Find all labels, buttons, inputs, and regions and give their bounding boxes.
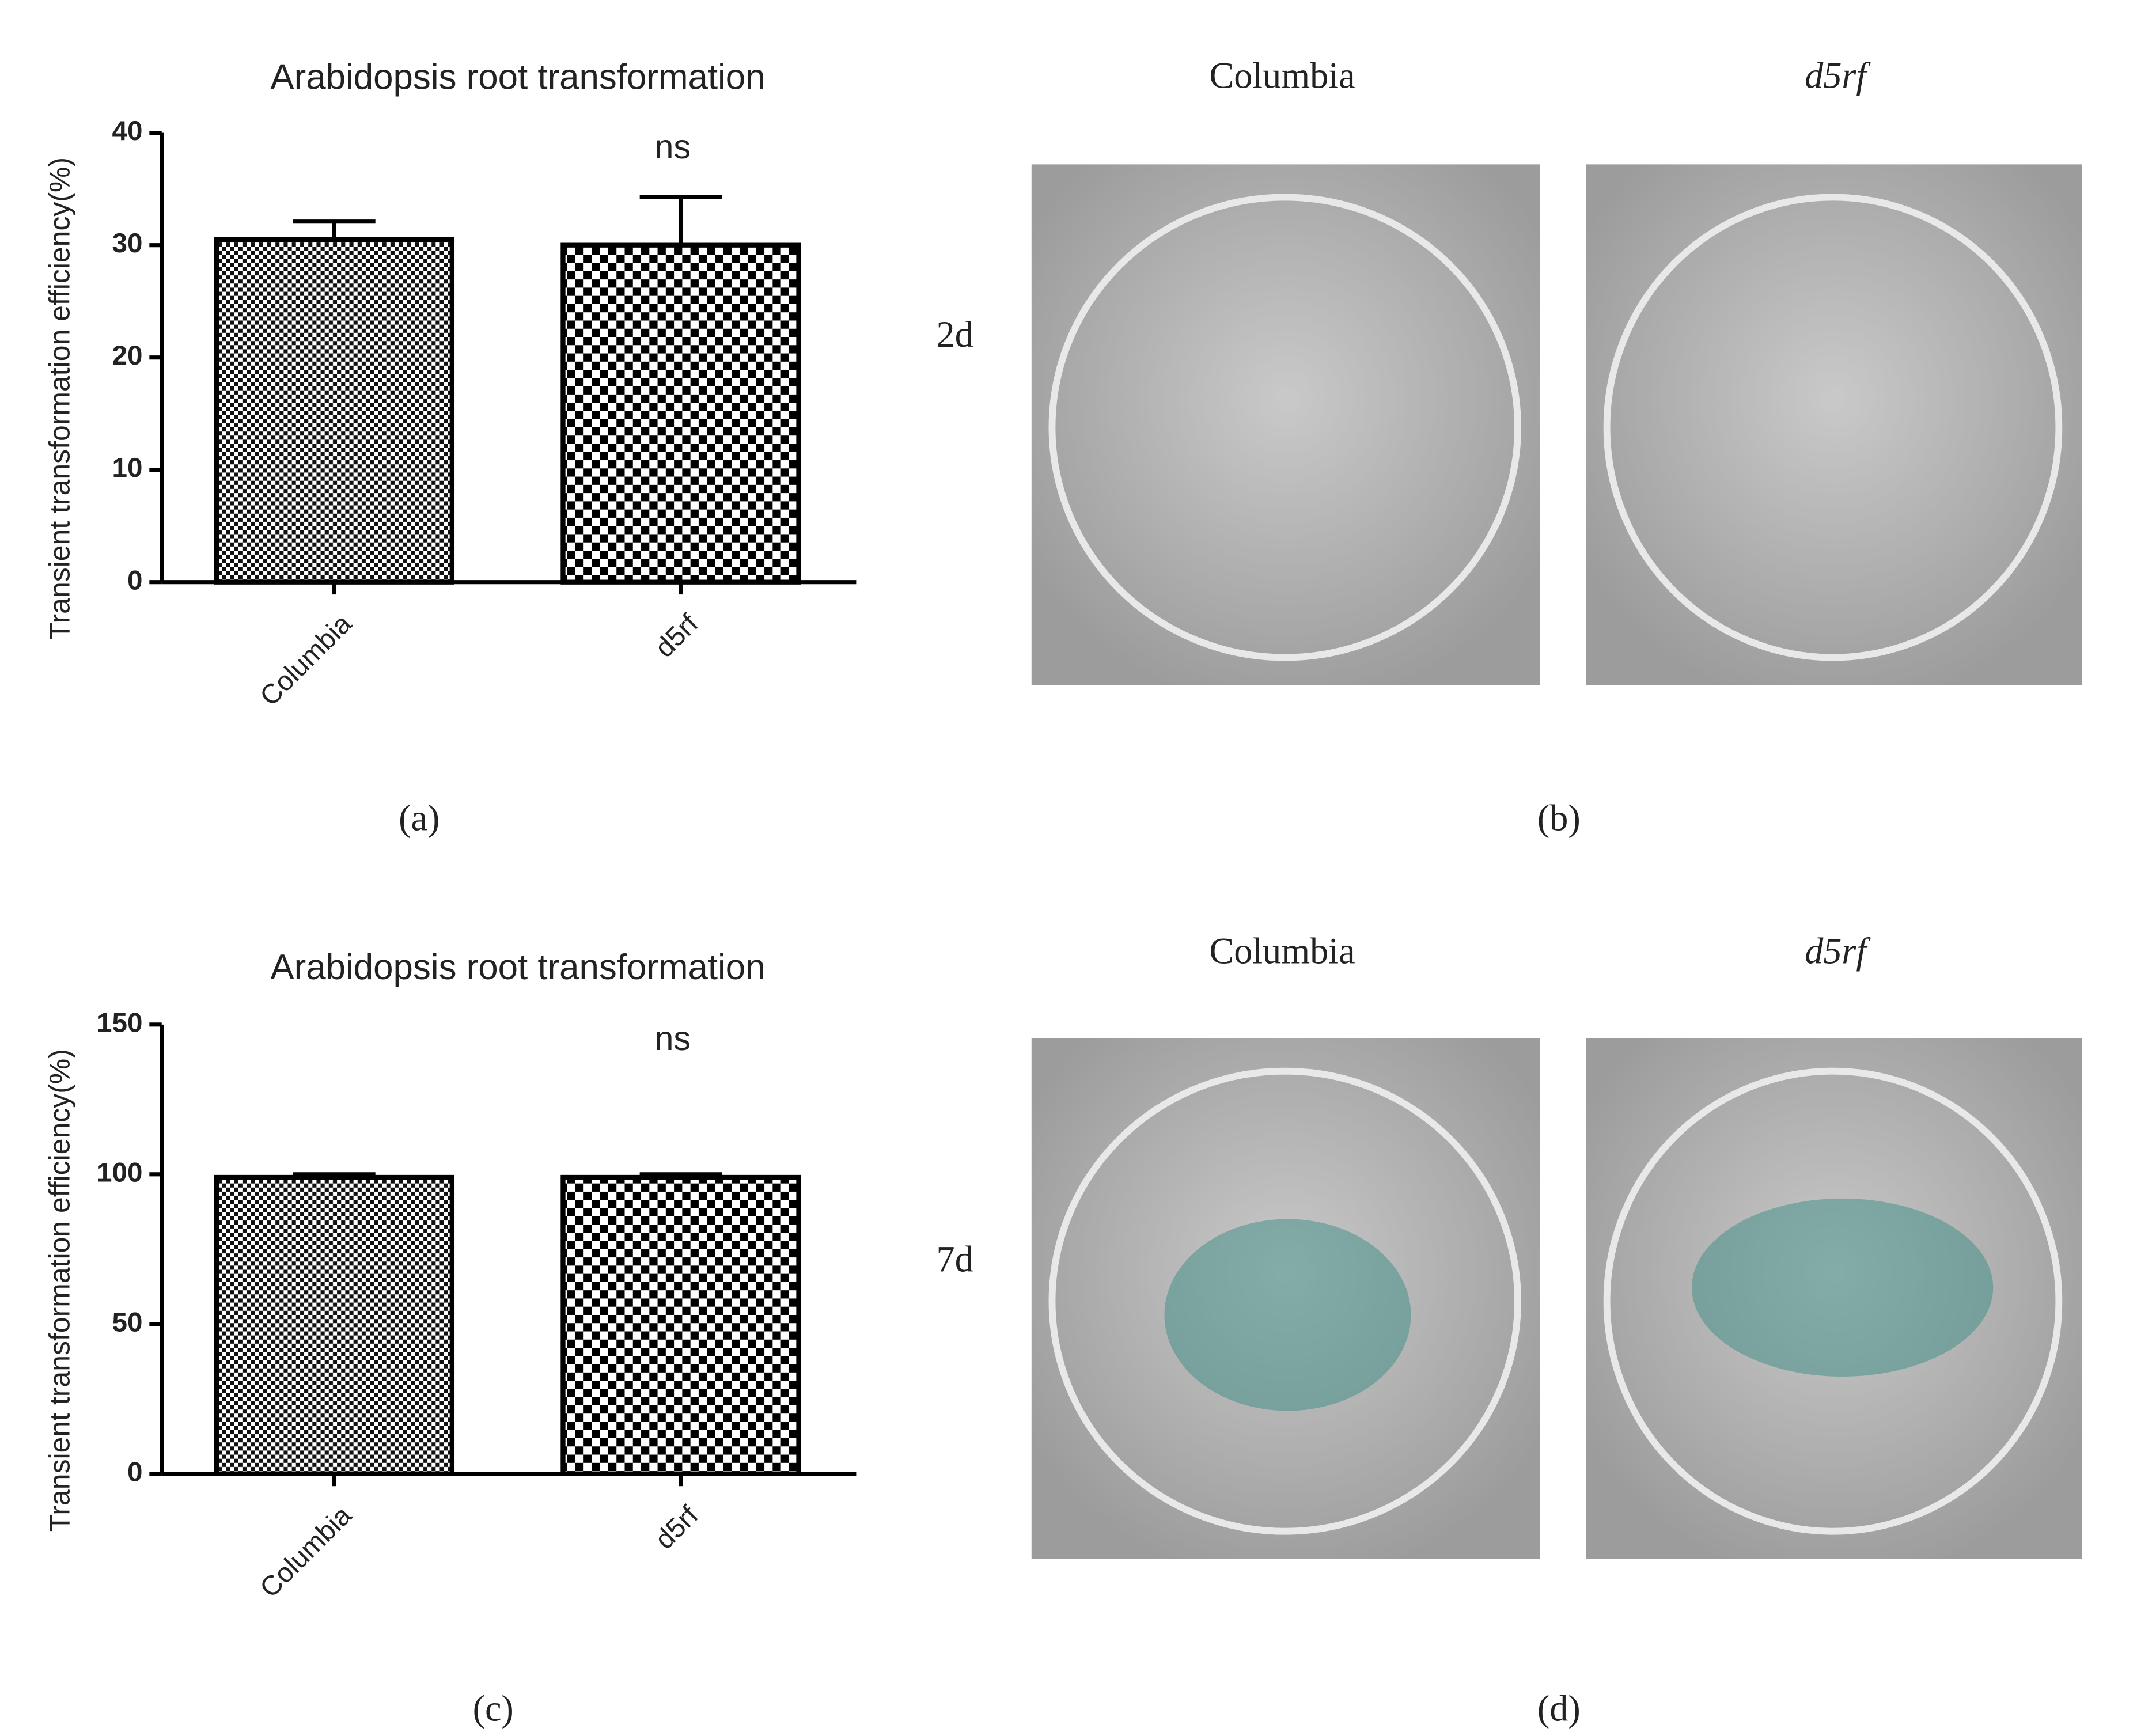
panel-label: (b) bbox=[1537, 798, 1581, 839]
chart-title: Arabidopsis root transformation bbox=[270, 57, 765, 97]
y-axis-label: Transient transformation efficiency(%) bbox=[43, 1049, 75, 1532]
bar bbox=[560, 1174, 801, 1476]
photo-column-label: Columbia bbox=[1209, 930, 1355, 971]
panel-label: (a) bbox=[399, 798, 439, 839]
x-tick-label: d5rf bbox=[649, 608, 704, 664]
photo-row-label: 2d bbox=[937, 314, 973, 355]
annotation: ns bbox=[654, 1019, 691, 1057]
x-tick-label: d5rf bbox=[649, 1500, 704, 1555]
y-tick-label: 40 bbox=[112, 116, 143, 146]
x-tick-label: Columbia bbox=[254, 1500, 358, 1604]
annotation: ns bbox=[654, 127, 691, 166]
x-tick-label: Columbia bbox=[254, 608, 358, 712]
y-tick-label: 150 bbox=[97, 1007, 142, 1038]
panel-label: (d) bbox=[1537, 1688, 1581, 1729]
panel-label: (c) bbox=[473, 1688, 514, 1729]
bar bbox=[560, 242, 801, 585]
photo-column-label: Columbia bbox=[1209, 55, 1355, 96]
photo-column-label: d5rf bbox=[1805, 55, 1871, 96]
y-tick-label: 50 bbox=[112, 1307, 143, 1337]
chart-title: Arabidopsis root transformation bbox=[270, 947, 765, 987]
y-tick-label: 100 bbox=[97, 1157, 142, 1188]
y-tick-label: 30 bbox=[112, 228, 143, 259]
bar bbox=[214, 237, 455, 585]
y-tick-label: 0 bbox=[127, 565, 142, 596]
y-tick-label: 20 bbox=[112, 340, 143, 371]
y-tick-label: 10 bbox=[112, 453, 143, 483]
photo-column-label: d5rf bbox=[1805, 930, 1871, 971]
photo bbox=[1031, 164, 2082, 1559]
bar bbox=[214, 1174, 455, 1476]
y-axis-label: Transient transformation efficiency(%) bbox=[43, 157, 75, 640]
y-tick-label: 0 bbox=[127, 1457, 142, 1487]
photo-row-label: 7d bbox=[937, 1238, 973, 1279]
